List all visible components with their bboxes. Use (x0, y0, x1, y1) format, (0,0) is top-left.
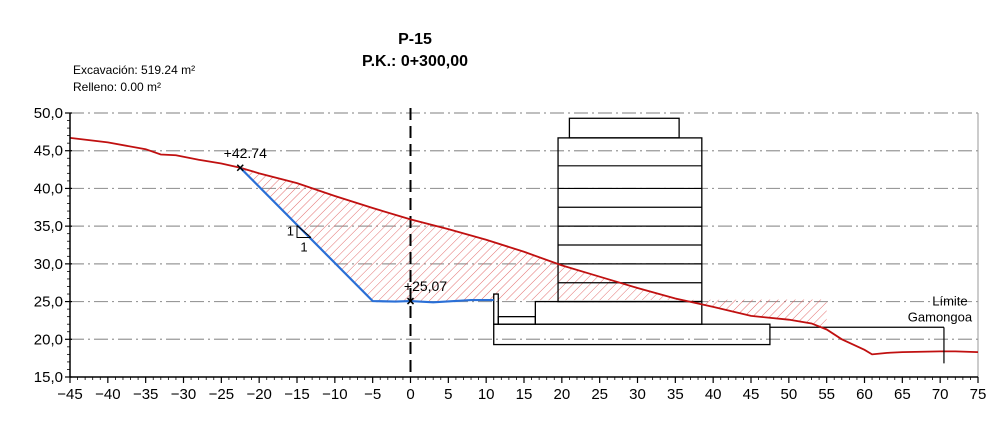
fill-volume: Relleno: 0.00 m² (73, 80, 162, 94)
profile-lines (69, 108, 979, 377)
terrain-line (69, 136, 979, 356)
slope-hypotenuse (296, 225, 312, 238)
x-tick-label: 65 (894, 386, 911, 403)
x-tick-label: 35 (667, 386, 684, 403)
x-tick-label: 0 (406, 386, 414, 403)
x-tick-label: 30 (629, 386, 646, 403)
y-tick-label: 35,0 (34, 218, 63, 235)
x-tick-label: −10 (322, 386, 347, 403)
slope-rise-label: 1 (287, 223, 294, 238)
x-tick-label: 45 (743, 386, 760, 403)
y-tick-label: 50,0 (34, 105, 63, 122)
foundation-slab (493, 323, 771, 346)
excavation-volume: Excavación: 519.24 m² (73, 63, 196, 77)
x-tick-label: −45 (57, 386, 82, 403)
y-tick-label: 40,0 (34, 180, 63, 197)
x-tick-label: −35 (133, 386, 158, 403)
chainage-label: P.K.: 0+300,00 (361, 53, 468, 70)
x-tick-label: −20 (246, 386, 271, 403)
x-tick-label: 55 (818, 386, 835, 403)
x-tick-label: −40 (95, 386, 120, 403)
x-tick-label: 15 (516, 386, 533, 403)
x-tick-label: 75 (970, 386, 987, 403)
excavation-hatch (240, 167, 827, 330)
slope-run-label: 1 (300, 239, 307, 254)
building-structure (493, 117, 944, 346)
x-tick-label: 20 (553, 386, 570, 403)
y-tick-label: 25,0 (34, 294, 63, 311)
y-tick-label: 30,0 (34, 256, 63, 273)
profile-id: P-15 (398, 31, 432, 48)
grid-layer (70, 112, 979, 377)
elevation-label: +42.74 (224, 145, 267, 161)
y-tick-label: 15,0 (34, 369, 63, 386)
tower-top-block (568, 117, 680, 139)
y-tick-label: 20,0 (34, 331, 63, 348)
elevation-label: +25,07 (404, 278, 447, 294)
excavation-area (240, 167, 827, 330)
retaining-wall (493, 293, 499, 325)
x-tick-label: 25 (591, 386, 608, 403)
x-tick-label: 5 (444, 386, 452, 403)
point-marker (236, 164, 244, 172)
small-box (497, 316, 537, 325)
x-tick-label: 50 (780, 386, 797, 403)
x-tick-label: 40 (705, 386, 722, 403)
x-tick-label: −15 (284, 386, 309, 403)
boundary-label-line2: Gamongoa (908, 309, 973, 324)
x-tick-label: −25 (209, 386, 234, 403)
x-tick-label: 70 (932, 386, 949, 403)
y-tick-label: 45,0 (34, 143, 63, 160)
x-tick-label: −30 (171, 386, 196, 403)
point-marker (406, 297, 415, 305)
boundary-label-line1: Límite (932, 293, 967, 308)
x-tick-label: −5 (364, 386, 381, 403)
x-tick-label: 60 (856, 386, 873, 403)
axes: 15,0 20,0 25,0 30,0 35,0 40,0 45,0 50,0 −45 −40 −3… (34, 105, 987, 403)
x-tick-label: 10 (478, 386, 495, 403)
slope-triangle (296, 225, 311, 238)
podium-block (534, 300, 703, 325)
